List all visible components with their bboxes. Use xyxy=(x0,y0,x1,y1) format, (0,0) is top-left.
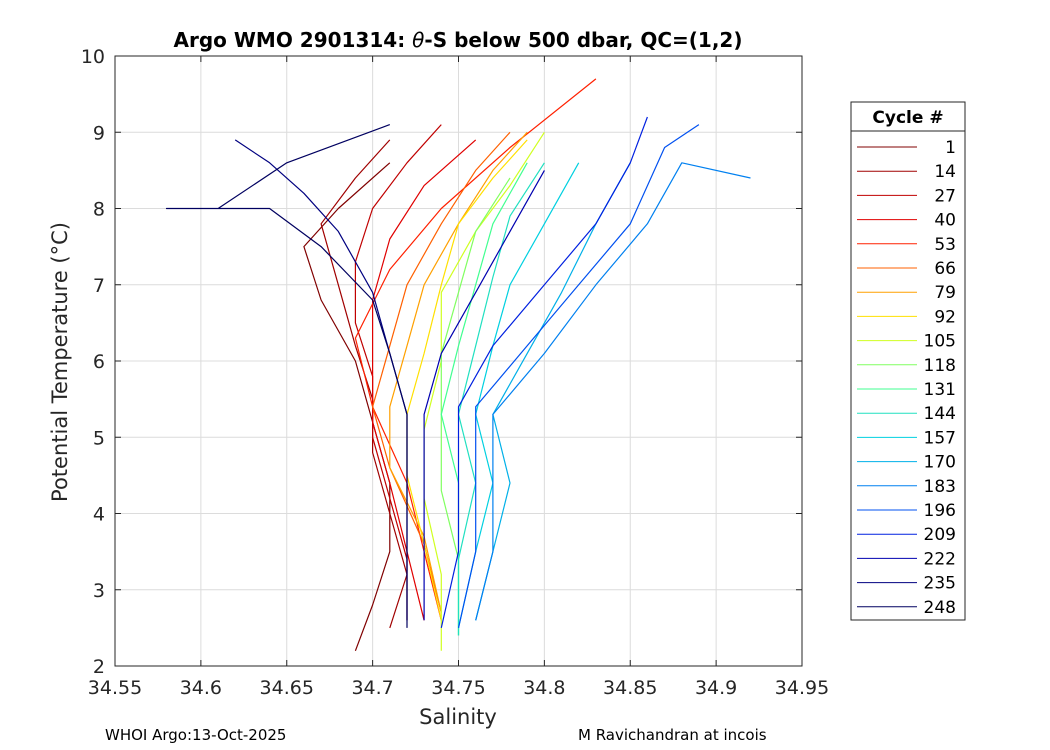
y-tick-label: 2 xyxy=(93,656,105,678)
series-line-cycle-1 xyxy=(303,162,391,652)
series-line-cycle-40 xyxy=(372,139,477,621)
legend-label-cycle-79: 79 xyxy=(934,283,956,303)
y-axis-label: Potential Temperature (°C) xyxy=(48,222,72,502)
y-tick-label: 7 xyxy=(93,275,105,297)
series-line-cycle-66 xyxy=(372,131,511,613)
axis-ticks: 34.55 34.6 34.65 34.7 34.75 34.8 34.85 34.9 34.9… xyxy=(81,46,829,699)
x-tick-label: 34.9 xyxy=(695,677,737,699)
y-tick-label: 8 xyxy=(93,199,105,221)
legend-label-cycle-170: 170 xyxy=(924,453,956,473)
x-tick-label: 34.55 xyxy=(88,677,142,699)
series-line-cycle-248 xyxy=(165,124,408,628)
legend-label-cycle-248: 248 xyxy=(924,598,956,618)
series-line-cycle-222 xyxy=(423,170,545,621)
y-tick-label: 3 xyxy=(93,580,105,602)
legend-label-cycle-222: 222 xyxy=(924,549,956,569)
series-line-cycle-79 xyxy=(389,131,528,613)
x-tick-label: 34.75 xyxy=(431,677,485,699)
series-lines xyxy=(165,78,751,652)
x-axis-label: Salinity xyxy=(419,705,497,729)
y-tick-label: 5 xyxy=(93,427,105,449)
series-line-cycle-27 xyxy=(354,124,442,621)
legend-label-cycle-105: 105 xyxy=(924,332,956,352)
legend-label-cycle-66: 66 xyxy=(934,259,956,279)
series-line-cycle-157 xyxy=(457,162,580,629)
legend: Cycle # 1 14 27 40 53 66 79 92 105 118 131 144 157 17… xyxy=(850,101,966,621)
legend-box xyxy=(850,101,966,621)
y-tick-label: 4 xyxy=(93,504,105,526)
footer-right-credit: M Ravichandran at incois xyxy=(578,726,767,744)
legend-label-cycle-183: 183 xyxy=(924,477,956,497)
legend-label-cycle-1: 1 xyxy=(945,138,956,158)
legend-label-cycle-209: 209 xyxy=(924,525,956,545)
series-line-cycle-118 xyxy=(440,177,511,636)
series-line-cycle-144 xyxy=(457,162,545,636)
x-tick-label: 34.8 xyxy=(523,677,565,699)
legend-label-cycle-53: 53 xyxy=(934,235,956,255)
chart-title: Argo WMO 2901314: θ-S below 500 dbar, QC… xyxy=(174,28,743,52)
legend-label-cycle-196: 196 xyxy=(924,501,956,521)
legend-label-cycle-92: 92 xyxy=(934,307,956,327)
legend-label-cycle-144: 144 xyxy=(924,404,956,424)
legend-label-cycle-27: 27 xyxy=(934,186,956,206)
legend-label-cycle-235: 235 xyxy=(924,574,956,594)
legend-title: Cycle # xyxy=(872,108,943,128)
series-line-cycle-209 xyxy=(440,116,648,629)
x-tick-label: 34.95 xyxy=(775,677,829,699)
x-tick-label: 34.85 xyxy=(603,677,657,699)
x-tick-label: 34.65 xyxy=(260,677,314,699)
series-line-cycle-170 xyxy=(475,162,631,621)
series-line-cycle-92 xyxy=(406,139,528,621)
y-tick-label: 10 xyxy=(81,46,105,68)
series-line-cycle-196 xyxy=(457,124,700,629)
y-tick-label: 6 xyxy=(93,351,105,373)
legend-label-cycle-131: 131 xyxy=(924,380,956,400)
series-line-cycle-183 xyxy=(475,162,751,621)
y-tick-label: 9 xyxy=(93,122,105,144)
x-tick-label: 34.6 xyxy=(180,677,222,699)
series-line-cycle-53 xyxy=(354,78,597,621)
footer-left-credit: WHOI Argo:13-Oct-2025 xyxy=(105,726,286,744)
legend-label-cycle-14: 14 xyxy=(934,162,956,182)
legend-entries: 1 14 27 40 53 66 79 92 105 118 131 144 157 170 183 196 2… xyxy=(857,138,956,618)
legend-label-cycle-118: 118 xyxy=(924,356,956,376)
legend-label-cycle-40: 40 xyxy=(934,211,956,231)
legend-label-cycle-157: 157 xyxy=(924,428,956,448)
x-tick-label: 34.7 xyxy=(351,677,393,699)
